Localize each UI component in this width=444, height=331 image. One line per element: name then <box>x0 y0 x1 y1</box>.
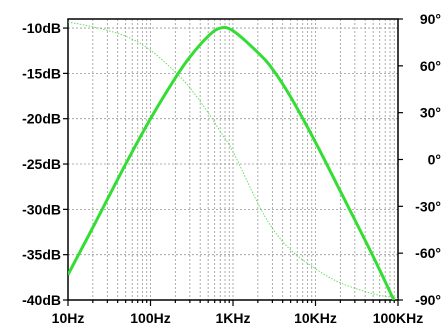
x-tick-label: 1KHz <box>215 310 250 326</box>
y2-tick-label: 30° <box>420 105 441 121</box>
x-tick-label: 10Hz <box>52 310 85 326</box>
y-tick-label: -10dB <box>22 20 61 36</box>
y-tick-label: -30dB <box>22 201 61 217</box>
y2-tick-label: 90° <box>420 11 441 27</box>
y-tick-label: -35dB <box>22 247 61 263</box>
magnitude-series-line <box>68 25 396 300</box>
x-tick-labels: 10Hz 100Hz 1KHz 10KHz 100KHz <box>52 310 424 326</box>
x-tick-label: 100Hz <box>130 310 170 326</box>
y-tick-label: -40dB <box>22 292 61 308</box>
y-tick-label: -20dB <box>22 111 61 127</box>
y2-tick-label: -60° <box>415 245 441 261</box>
x-tick-label: 10KHz <box>294 310 337 326</box>
y2-tick-label: -30° <box>415 198 441 214</box>
y-tick-label: -25dB <box>22 156 61 172</box>
y2-tick-label: 60° <box>420 58 441 74</box>
y2-tick-labels: 90° 60° 30° 0° -30° -60° -90° <box>415 11 441 308</box>
x-tick-label: 100KHz <box>373 310 424 326</box>
y-tick-labels: -10dB -15dB -20dB -25dB -30dB -35dB -40dB <box>22 20 61 308</box>
y2-tick-label: -90° <box>415 292 441 308</box>
series <box>68 21 398 300</box>
y2-tick-label: 0° <box>428 152 441 168</box>
axis-ticks <box>63 18 403 306</box>
y-tick-label: -15dB <box>22 65 61 81</box>
grid <box>68 19 398 300</box>
